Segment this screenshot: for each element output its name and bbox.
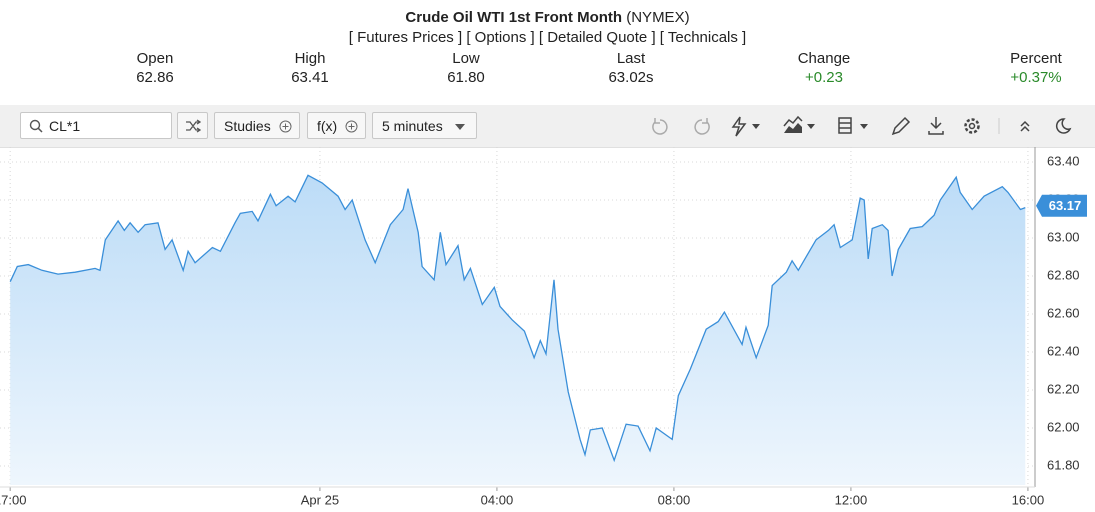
caret bbox=[455, 124, 465, 130]
quote-field: Low 61.80 bbox=[386, 49, 546, 87]
quote-label: Low bbox=[452, 50, 480, 67]
interval-label: 5 minutes bbox=[382, 118, 443, 134]
quote-value: 61.80 bbox=[447, 69, 485, 86]
quote-field: Last 63.02s bbox=[551, 49, 711, 87]
quote-value: 63.02s bbox=[608, 69, 654, 86]
x-tick-label: Apr 25 bbox=[301, 492, 339, 507]
quote-value: +0.37% bbox=[1010, 69, 1062, 86]
quote-field: Change +0.23 bbox=[744, 49, 904, 87]
quote-field: Open 62.86 bbox=[75, 49, 235, 87]
title: Crude Oil WTI 1st Front Month (NYMEX) bbox=[0, 9, 1095, 26]
y-tick-label: 62.80 bbox=[1047, 267, 1080, 282]
shuffle-icon bbox=[186, 119, 201, 133]
quote-label: High bbox=[294, 50, 326, 67]
undo[interactable] bbox=[652, 118, 668, 135]
download[interactable] bbox=[928, 117, 944, 135]
dark-mode[interactable] bbox=[1055, 118, 1072, 134]
y-tick-label: 62.60 bbox=[1047, 305, 1080, 320]
y-tick-label: 62.00 bbox=[1047, 419, 1080, 434]
function-button[interactable]: f(x) bbox=[307, 112, 366, 139]
redo[interactable] bbox=[694, 118, 710, 135]
collapse[interactable] bbox=[1020, 120, 1030, 132]
x-tick-label: 17:00 bbox=[0, 492, 26, 507]
links: [ Futures Prices ] [ Options ] [ Detaile… bbox=[0, 29, 1095, 46]
area-fill bbox=[10, 175, 1026, 486]
link[interactable]: [ Detailed Quote ] bbox=[538, 29, 656, 46]
link[interactable]: [ Options ] bbox=[466, 29, 535, 46]
chart-type[interactable] bbox=[783, 115, 815, 133]
plus-icon bbox=[279, 120, 292, 133]
settings[interactable] bbox=[964, 118, 980, 134]
exchange: (NYMEX) bbox=[626, 9, 690, 26]
quote-label: Percent bbox=[1010, 50, 1062, 67]
x-tick-label: 12:00 bbox=[835, 492, 868, 507]
link[interactable]: [ Futures Prices ] bbox=[348, 29, 463, 46]
studies-label: Studies bbox=[224, 118, 271, 134]
compare-button[interactable] bbox=[177, 112, 208, 139]
drawing-tools[interactable] bbox=[731, 116, 760, 137]
y-tick-label: 62.20 bbox=[1047, 381, 1080, 396]
y-tick-label: 61.80 bbox=[1047, 457, 1080, 472]
studies-button[interactable]: Studies bbox=[214, 112, 300, 139]
quote-field: Percent +0.37% bbox=[956, 49, 1095, 87]
y-tick-label: 62.40 bbox=[1047, 343, 1080, 358]
plus-icon bbox=[345, 120, 358, 133]
function-label: f(x) bbox=[317, 118, 338, 134]
search-icon bbox=[29, 119, 43, 133]
last-price-label: 63.17 bbox=[1049, 198, 1082, 213]
toolbar-icons bbox=[652, 115, 1072, 137]
symbol: CL*1 bbox=[49, 118, 81, 134]
quote-value: 63.41 bbox=[291, 69, 329, 86]
symbol-input[interactable]: CL*1 bbox=[20, 112, 172, 139]
instrument-name: Crude Oil WTI 1st Front Month bbox=[405, 9, 623, 26]
x-tick-label: 16:00 bbox=[1012, 492, 1045, 507]
chart: 61.8062.0062.2062.4062.6062.8063.0063.20… bbox=[0, 147, 1087, 507]
y-tick-label: 63.40 bbox=[1047, 153, 1080, 168]
last-price-tag bbox=[1036, 194, 1087, 217]
price-line bbox=[9, 174, 1026, 463]
link[interactable]: [ Technicals ] bbox=[659, 29, 747, 46]
quote-value: 62.86 bbox=[136, 69, 174, 86]
layout[interactable] bbox=[838, 117, 868, 134]
toolbar: CL*1 Studies f(x) 5 minutes bbox=[0, 105, 1095, 148]
quote-label: Last bbox=[616, 50, 646, 67]
quote-label: Change bbox=[797, 50, 851, 67]
interval-select[interactable]: 5 minutes bbox=[372, 112, 477, 139]
draw[interactable] bbox=[891, 116, 911, 136]
quote-field: High 63.41 bbox=[230, 49, 390, 87]
y-tick-label: 63.00 bbox=[1047, 229, 1080, 244]
x-tick-label: 08:00 bbox=[658, 492, 691, 507]
x-tick-label: 04:00 bbox=[481, 492, 514, 507]
quote-value: +0.23 bbox=[805, 69, 843, 86]
quote-label: Open bbox=[136, 50, 174, 67]
